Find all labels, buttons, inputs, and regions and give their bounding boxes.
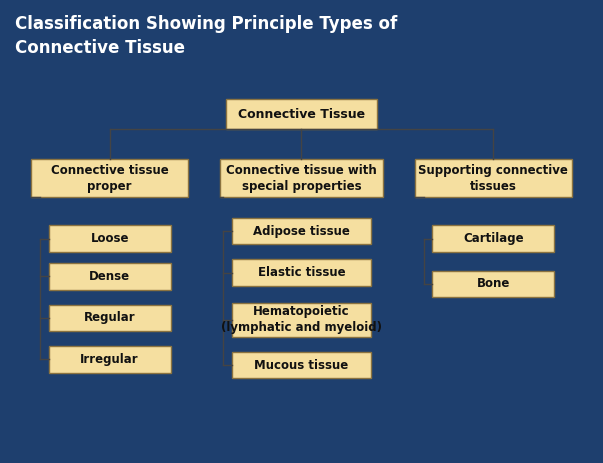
Text: Connective tissue with
special properties: Connective tissue with special propertie… [226, 164, 377, 193]
FancyBboxPatch shape [232, 259, 371, 286]
Text: Regular: Regular [84, 312, 136, 325]
FancyBboxPatch shape [432, 271, 554, 297]
FancyBboxPatch shape [49, 225, 171, 252]
Text: Hematopoietic
(lymphatic and myeloid): Hematopoietic (lymphatic and myeloid) [221, 305, 382, 334]
Text: Classification Showing Principle Types of
Connective Tissue: Classification Showing Principle Types o… [15, 15, 397, 56]
Text: Connective Tissue: Connective Tissue [238, 107, 365, 121]
FancyBboxPatch shape [220, 159, 383, 197]
FancyBboxPatch shape [49, 346, 171, 373]
FancyBboxPatch shape [415, 159, 572, 197]
FancyBboxPatch shape [232, 218, 371, 244]
Text: Elastic tissue: Elastic tissue [257, 266, 346, 279]
Text: Adipose tissue: Adipose tissue [253, 225, 350, 238]
FancyBboxPatch shape [232, 303, 371, 337]
Text: Irregular: Irregular [80, 353, 139, 366]
FancyBboxPatch shape [49, 263, 171, 289]
Text: Loose: Loose [90, 232, 129, 245]
Text: Cartilage: Cartilage [463, 232, 523, 245]
FancyBboxPatch shape [432, 225, 554, 252]
Text: Supporting connective
tissues: Supporting connective tissues [418, 164, 568, 193]
FancyBboxPatch shape [232, 352, 371, 378]
Text: Connective tissue
proper: Connective tissue proper [51, 164, 169, 193]
FancyBboxPatch shape [49, 305, 171, 331]
Text: Dense: Dense [89, 270, 130, 283]
FancyBboxPatch shape [226, 99, 377, 129]
Text: Bone: Bone [476, 277, 510, 290]
FancyBboxPatch shape [31, 159, 188, 197]
Text: Mucous tissue: Mucous tissue [254, 358, 349, 372]
